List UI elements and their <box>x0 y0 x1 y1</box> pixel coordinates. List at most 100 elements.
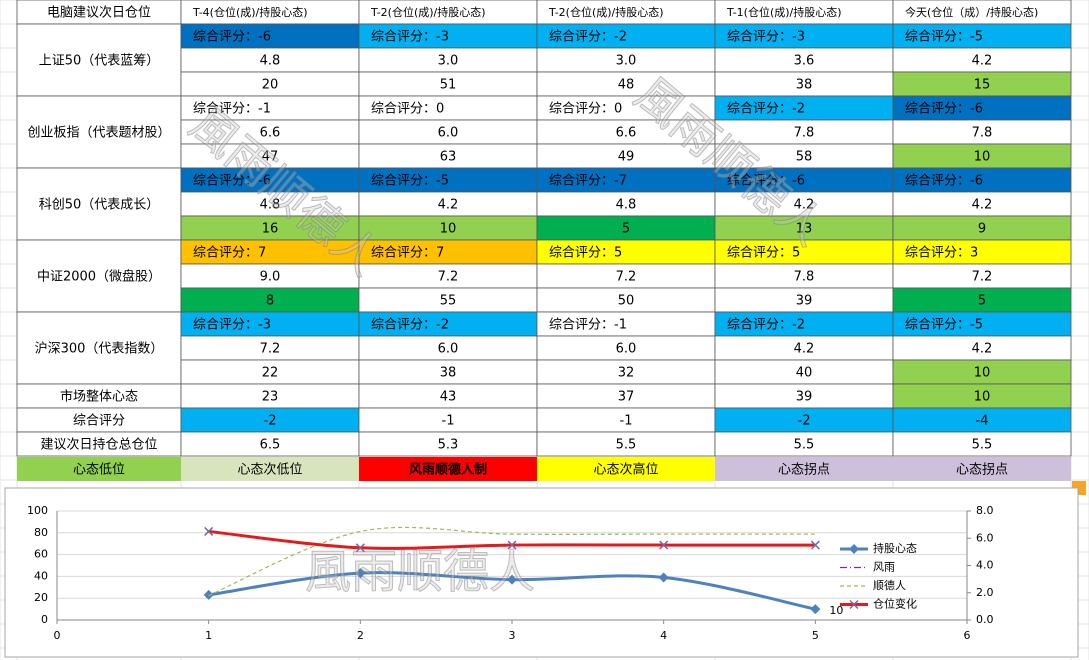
cell-text: 综合评分：-2 <box>727 318 805 333</box>
cell-text: 综合评分：-2 <box>371 318 449 333</box>
cell <box>358 311 538 337</box>
cell <box>714 335 894 361</box>
cell <box>536 47 716 73</box>
cell <box>180 71 360 97</box>
cell <box>714 263 894 289</box>
cell-text: 综合评分：-7 <box>549 174 627 189</box>
cell <box>714 95 894 121</box>
cell-text: 49 <box>618 150 635 165</box>
cell-text: 3.0 <box>616 54 637 69</box>
cell <box>892 167 1072 193</box>
cell-text: 58 <box>796 150 813 165</box>
cell <box>358 359 538 385</box>
cell-text: 电脑建议次日仓位 <box>47 5 151 21</box>
cell-text: 5.3 <box>438 438 459 453</box>
cell <box>892 359 1072 385</box>
cell <box>892 119 1072 145</box>
cell-text: 创业板指（代表题材股） <box>27 126 170 141</box>
legend-text: 心态次低位 <box>237 462 302 478</box>
cell-text: 7.2 <box>438 270 459 285</box>
cell-text: 15 <box>974 78 991 93</box>
cell <box>714 167 894 193</box>
cell <box>180 215 360 241</box>
cell-text: 综合评分：-6 <box>193 174 271 189</box>
legend-cell <box>181 457 359 481</box>
marker <box>658 572 669 583</box>
chart-area <box>4 487 1079 658</box>
cell <box>16 383 182 409</box>
cell-text: 40 <box>796 366 813 381</box>
cell-text: T-2(仓位(成)/持股心态) <box>548 5 664 19</box>
cell <box>16 95 182 169</box>
cell <box>180 359 360 385</box>
cell-text: 中证2000（微盘股） <box>37 269 161 285</box>
cell-text: 4.2 <box>972 198 993 213</box>
cell <box>714 47 894 73</box>
cell-text: 7.2 <box>616 270 637 285</box>
cell-text: 63 <box>440 150 457 165</box>
cell <box>358 431 538 457</box>
legend-cell <box>537 457 715 481</box>
x-tick-label: 1 <box>205 629 212 642</box>
cell-text: 5 <box>622 222 630 237</box>
cell-text: 综合评分：-6 <box>193 30 271 45</box>
y2-tick-label: 6.0 <box>976 531 994 544</box>
cell <box>536 239 716 265</box>
cell <box>714 383 894 409</box>
cell-text: 10 <box>974 390 991 405</box>
legend-text: 心态拐点 <box>778 463 830 478</box>
cell <box>892 143 1072 169</box>
cell <box>536 431 716 457</box>
marker <box>355 568 366 579</box>
cell-text: T-2(仓位(成)/持股心态) <box>370 5 486 19</box>
cell-text: 综合评分：-5 <box>905 30 983 45</box>
cell-text: 4.2 <box>794 198 815 213</box>
legend-label: 仓位变化 <box>873 597 917 611</box>
cell <box>536 383 716 409</box>
cell-text: 47 <box>262 150 279 165</box>
cell-text: 32 <box>618 366 635 381</box>
cell-text: T-1(仓位(成)/持股心态) <box>726 5 842 19</box>
cell-text: 综合评分：0 <box>371 102 444 117</box>
cell <box>714 359 894 385</box>
cell-text: -2 <box>264 414 277 429</box>
legend-text: 心态拐点 <box>956 463 1008 478</box>
cell-text: 51 <box>440 78 457 93</box>
cell-text: 4.2 <box>438 198 459 213</box>
y-tick-label: 20 <box>34 591 48 604</box>
cell-text: 综合评分：0 <box>549 102 622 117</box>
y2-tick-label: 8.0 <box>976 504 994 517</box>
x-tick-label: 0 <box>54 629 61 642</box>
x-tick-label: 3 <box>509 629 516 642</box>
cell-text: 科创50（代表成长） <box>39 198 160 213</box>
cell-text: 综合评分：5 <box>549 246 622 261</box>
cell-text: 综合评分：-1 <box>193 102 271 117</box>
cell <box>358 95 538 121</box>
marker <box>507 540 517 550</box>
x-tick-label: 4 <box>660 629 667 642</box>
cell <box>180 263 360 289</box>
cell <box>358 23 538 49</box>
cell <box>536 359 716 385</box>
watermark: 風雨顺德人 <box>305 545 535 599</box>
cell <box>180 335 360 361</box>
legend-text: 心态低位 <box>73 463 125 478</box>
cell <box>16 23 182 97</box>
cell <box>16 0 182 25</box>
y2-tick-label: 0.0 <box>976 613 994 626</box>
cell-text: 39 <box>796 390 813 405</box>
cell-text: 综合评分：5 <box>727 246 800 261</box>
cell <box>16 431 182 457</box>
cell-text: 10 <box>974 366 991 381</box>
cell <box>892 215 1072 241</box>
cell-text: 4.2 <box>972 54 993 69</box>
cell <box>714 431 894 457</box>
cell-text: 48 <box>618 78 635 93</box>
legend-cell <box>715 457 893 481</box>
cell-text: 综合评分：-5 <box>371 174 449 189</box>
cell <box>892 335 1072 361</box>
cell <box>16 407 182 433</box>
cell-text: 38 <box>796 78 813 93</box>
cell <box>358 263 538 289</box>
